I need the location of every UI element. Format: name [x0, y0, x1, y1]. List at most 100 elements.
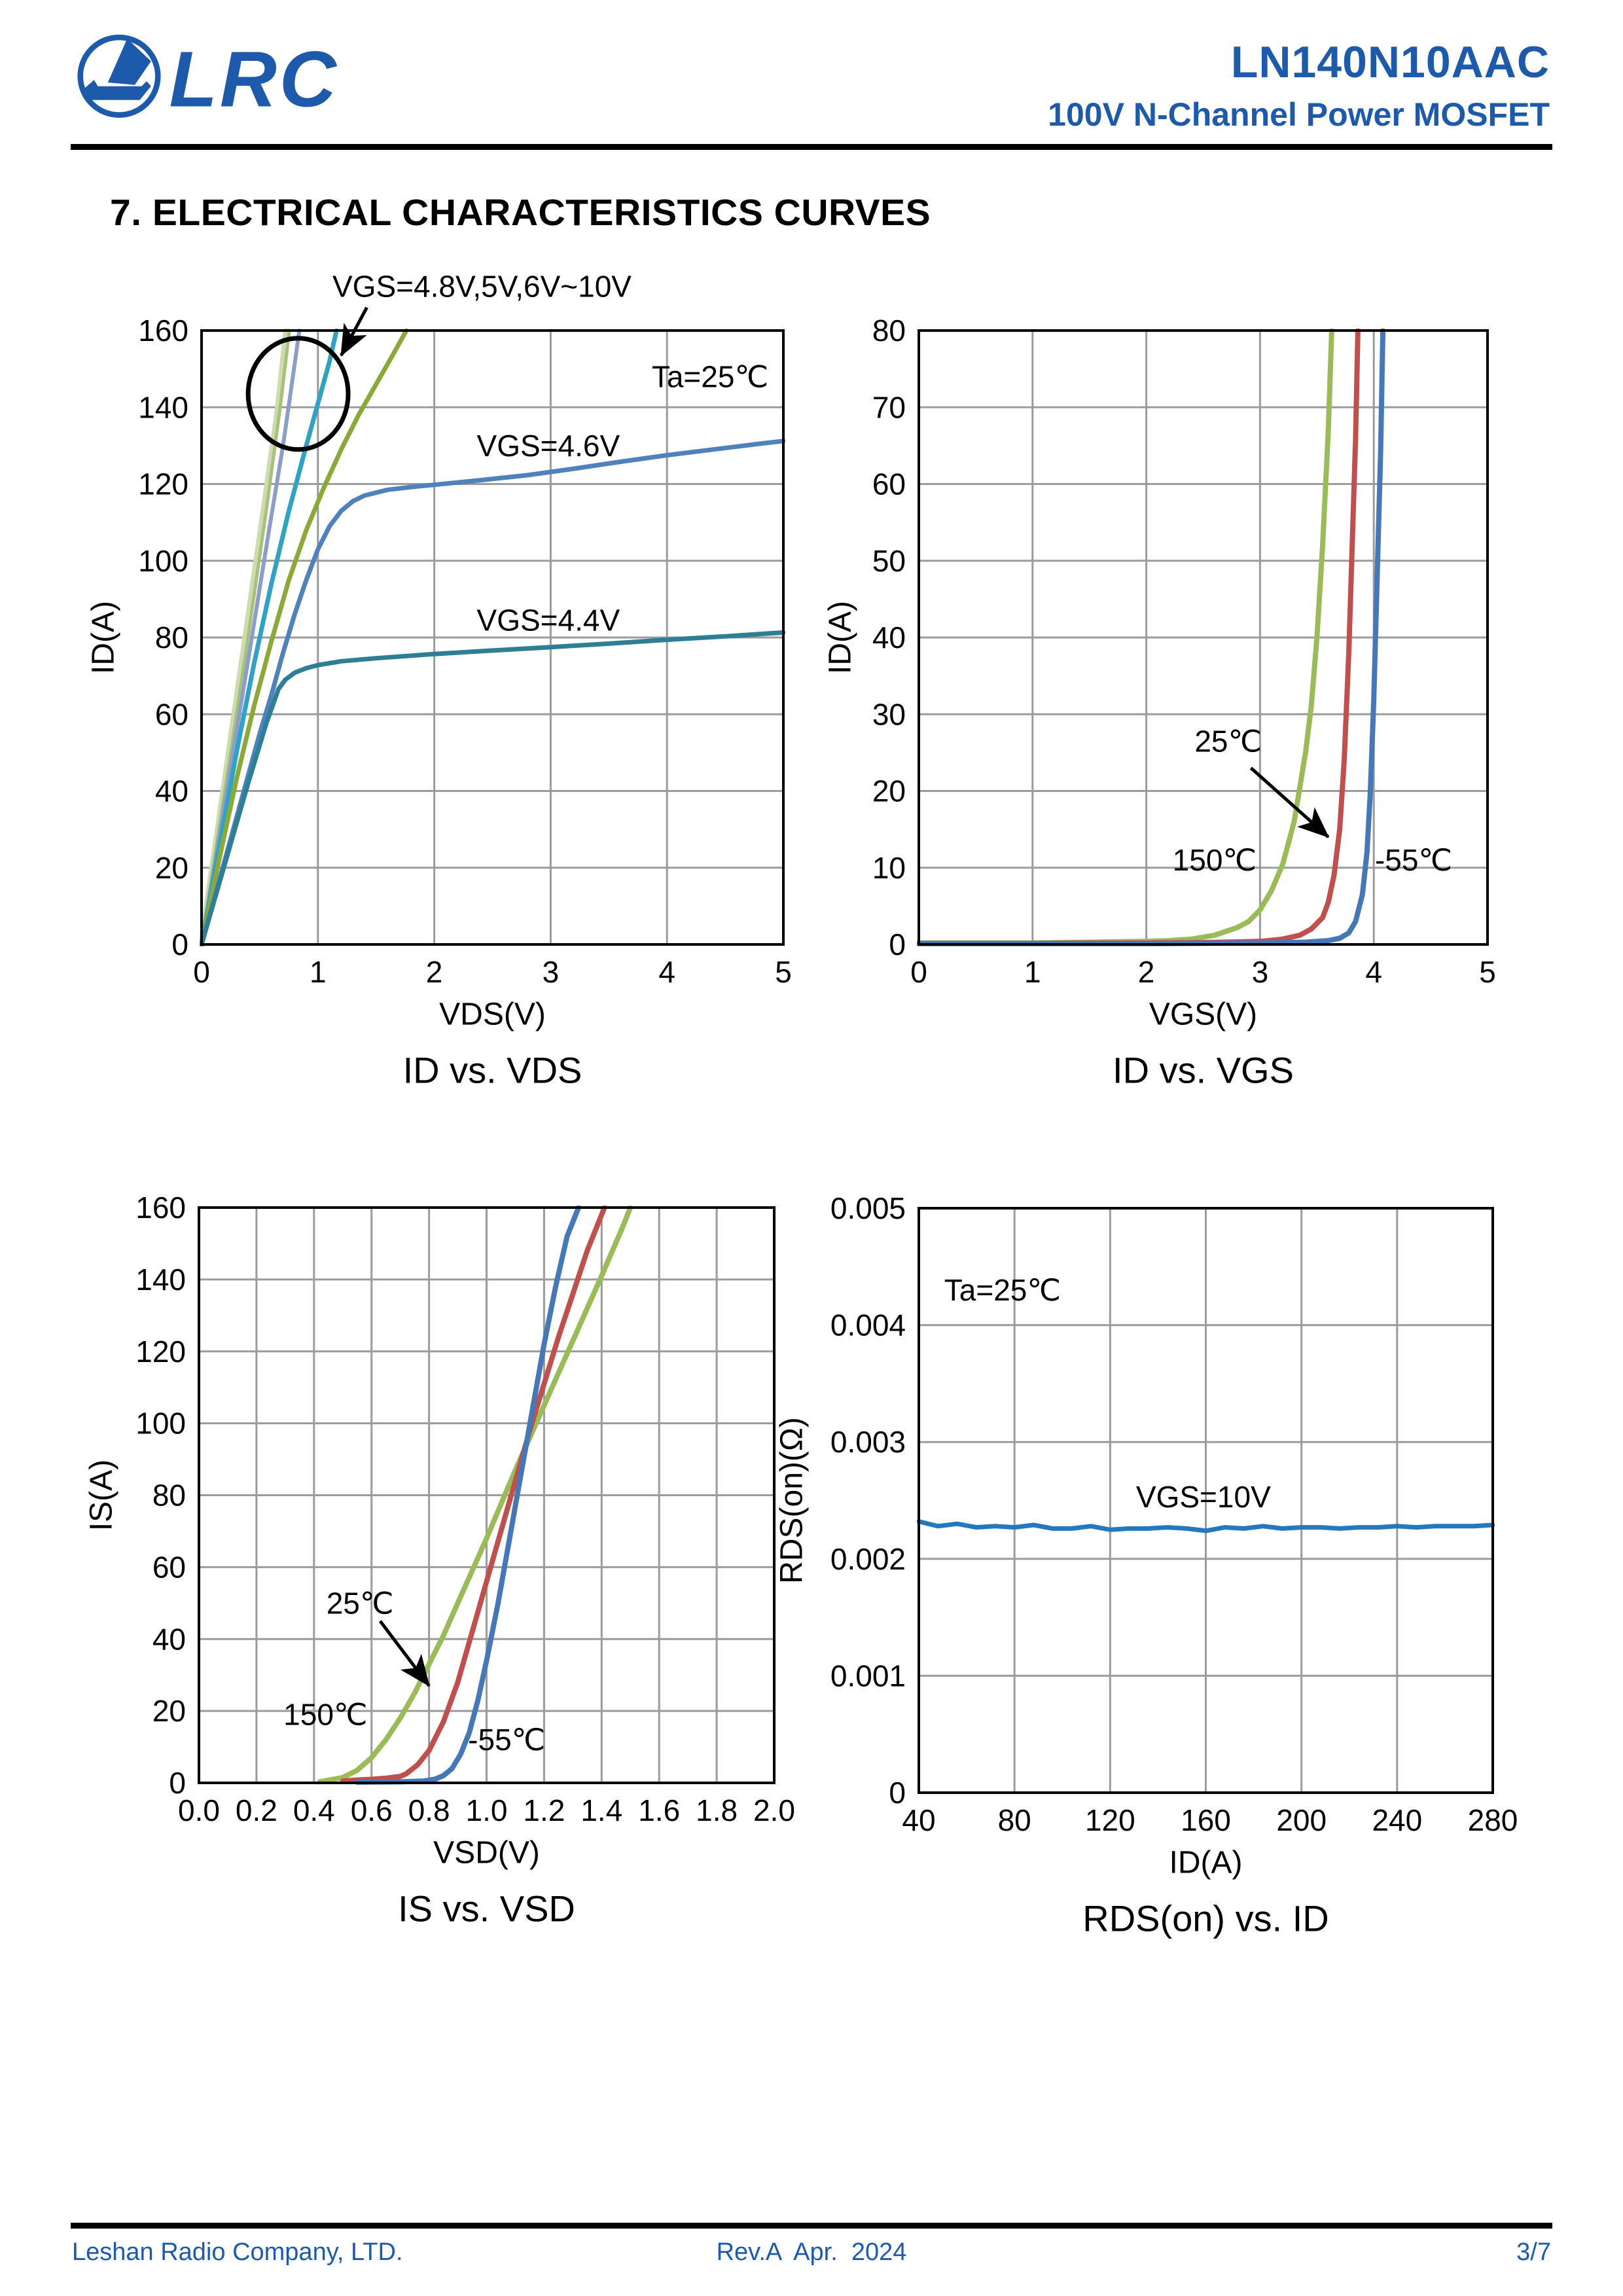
annotation-text: 25℃	[1194, 724, 1262, 758]
series-VGS=4.4V	[200, 630, 785, 946]
logo-circle-icon	[77, 34, 161, 118]
svg-text:2: 2	[426, 955, 443, 989]
svg-text:280: 280	[1468, 1803, 1518, 1837]
svg-text:0.2: 0.2	[236, 1793, 277, 1827]
section-title: 7. ELECTRICAL CHARACTERISTICS CURVES	[110, 192, 931, 234]
series-VGS=5V	[200, 329, 339, 946]
highlight-ellipse	[245, 336, 351, 452]
svg-text:20: 20	[152, 1694, 186, 1728]
svg-text:0: 0	[171, 927, 188, 961]
series-150℃	[317, 1206, 633, 1785]
svg-text:20: 20	[872, 774, 906, 808]
svg-text:40: 40	[155, 774, 188, 808]
y-axis-label: ID(A)	[823, 601, 858, 674]
svg-text:0.005: 0.005	[830, 1191, 906, 1225]
x-axis-label: VGS(V)	[1149, 997, 1257, 1032]
svg-text:0.8: 0.8	[408, 1793, 450, 1827]
svg-text:0.001: 0.001	[830, 1659, 906, 1693]
grid-lines	[198, 1206, 776, 1784]
svg-text:2.0: 2.0	[753, 1793, 795, 1827]
svg-text:5: 5	[1479, 955, 1496, 989]
footer-company: Leshan Radio Company, LTD.	[72, 2238, 403, 2266]
svg-text:70: 70	[872, 390, 906, 424]
svg-text:0.002: 0.002	[830, 1542, 906, 1576]
chart-id-vs-vgs: 0 1 2 3 4 5 0 10 20 30 40 50 60 70 80 VGS(V) ID(A) ID vs.…	[746, 216, 1571, 1113]
svg-text:0.003: 0.003	[830, 1425, 906, 1459]
annotation-arrow	[378, 1620, 431, 1687]
svg-text:1: 1	[1024, 955, 1041, 989]
annotation-text: 25℃	[327, 1586, 394, 1620]
x-axis-label: VDS(V)	[439, 997, 546, 1032]
svg-text:0.6: 0.6	[351, 1793, 393, 1827]
annotation-arrow	[340, 306, 368, 357]
svg-text:0: 0	[193, 955, 210, 989]
svg-text:5: 5	[775, 955, 792, 989]
plot-border	[918, 329, 1489, 946]
svg-text:140: 140	[138, 390, 188, 424]
tick-labels: 0 1 2 3 4 5 0 20 40 60 80 100 120 140 160	[138, 314, 792, 989]
svg-text:1: 1	[310, 955, 327, 989]
svg-text:200: 200	[1276, 1803, 1327, 1837]
plot-border	[918, 1207, 1494, 1794]
annotation-text: Ta=25℃	[652, 359, 768, 393]
svg-text:60: 60	[872, 467, 906, 501]
svg-text:50: 50	[872, 544, 906, 578]
footer-page-number: 3/7	[1516, 2238, 1551, 2266]
svg-text:3: 3	[543, 955, 560, 989]
y-axis-label: RDS(on)(Ω)	[775, 1417, 810, 1584]
annotation-arrow	[1249, 766, 1330, 838]
series-VGS=6V~10V	[200, 329, 302, 946]
series-VGS=10V	[917, 1519, 1495, 1534]
chart-id-vs-vds: 0 1 2 3 4 5 0 20 40 60 80 100 120 140 160 VDS(V) ID(A) ID…	[65, 216, 812, 1113]
svg-text:0.004: 0.004	[830, 1308, 906, 1342]
svg-text:160: 160	[138, 314, 188, 348]
series-VGS=4.8V	[200, 329, 409, 946]
x-axis-label: VSD(V)	[433, 1836, 540, 1871]
svg-text:30: 30	[872, 697, 906, 731]
svg-text:240: 240	[1372, 1803, 1422, 1837]
plot-border	[200, 329, 785, 946]
y-axis-label: ID(A)	[86, 601, 121, 674]
series--55℃	[917, 329, 1386, 946]
svg-text:40: 40	[902, 1803, 935, 1837]
svg-text:4: 4	[658, 955, 675, 989]
annotation-text: -55℃	[468, 1723, 545, 1757]
svg-text:4: 4	[1365, 955, 1382, 989]
footer-revision: Rev.A Apr. 2024	[716, 2238, 907, 2266]
annotation-text: 150℃	[1173, 843, 1257, 877]
svg-text:40: 40	[872, 620, 906, 655]
svg-text:3: 3	[1252, 955, 1269, 989]
part-subtitle: 100V N-Channel Power MOSFET	[1048, 96, 1550, 133]
logo-sail-icon	[107, 39, 151, 85]
svg-text:0.4: 0.4	[293, 1793, 335, 1827]
svg-text:20: 20	[155, 851, 188, 885]
svg-text:2: 2	[1138, 955, 1155, 989]
svg-text:1.2: 1.2	[523, 1793, 565, 1827]
svg-text:100: 100	[138, 544, 188, 578]
series-VGS=4.6V	[200, 439, 785, 946]
plot-border	[198, 1206, 776, 1784]
annotation-text: VGS=4.4V	[477, 603, 620, 637]
svg-text:120: 120	[1085, 1803, 1135, 1837]
svg-text:1.0: 1.0	[466, 1793, 508, 1827]
svg-text:80: 80	[998, 1803, 1031, 1837]
logo-hull-icon	[84, 80, 151, 100]
x-axis-label: ID(A)	[1169, 1846, 1243, 1880]
chart-rdson-vs-id: 40 80 120 160 200 240 280 0 0.001 0.002 0.003 0.004…	[746, 1100, 1571, 2029]
svg-text:0: 0	[889, 927, 906, 961]
svg-text:80: 80	[152, 1479, 186, 1513]
svg-text:120: 120	[135, 1335, 186, 1369]
tick-labels: 40 80 120 160 200 240 280 0 0.001 0.002 0.003 0.004…	[830, 1191, 1518, 1837]
svg-text:80: 80	[872, 314, 906, 348]
chart-title: IS vs. VSD	[398, 1888, 575, 1929]
chart-title: RDS(on) vs. ID	[1082, 1898, 1329, 1939]
svg-text:1.8: 1.8	[696, 1793, 738, 1827]
y-axis-label: IS(A)	[84, 1460, 119, 1531]
svg-text:80: 80	[155, 620, 188, 655]
svg-text:140: 140	[135, 1263, 186, 1297]
svg-text:120: 120	[138, 467, 188, 501]
svg-text:60: 60	[152, 1550, 186, 1584]
svg-text:60: 60	[155, 697, 188, 731]
logo-text: LRC	[169, 35, 339, 123]
